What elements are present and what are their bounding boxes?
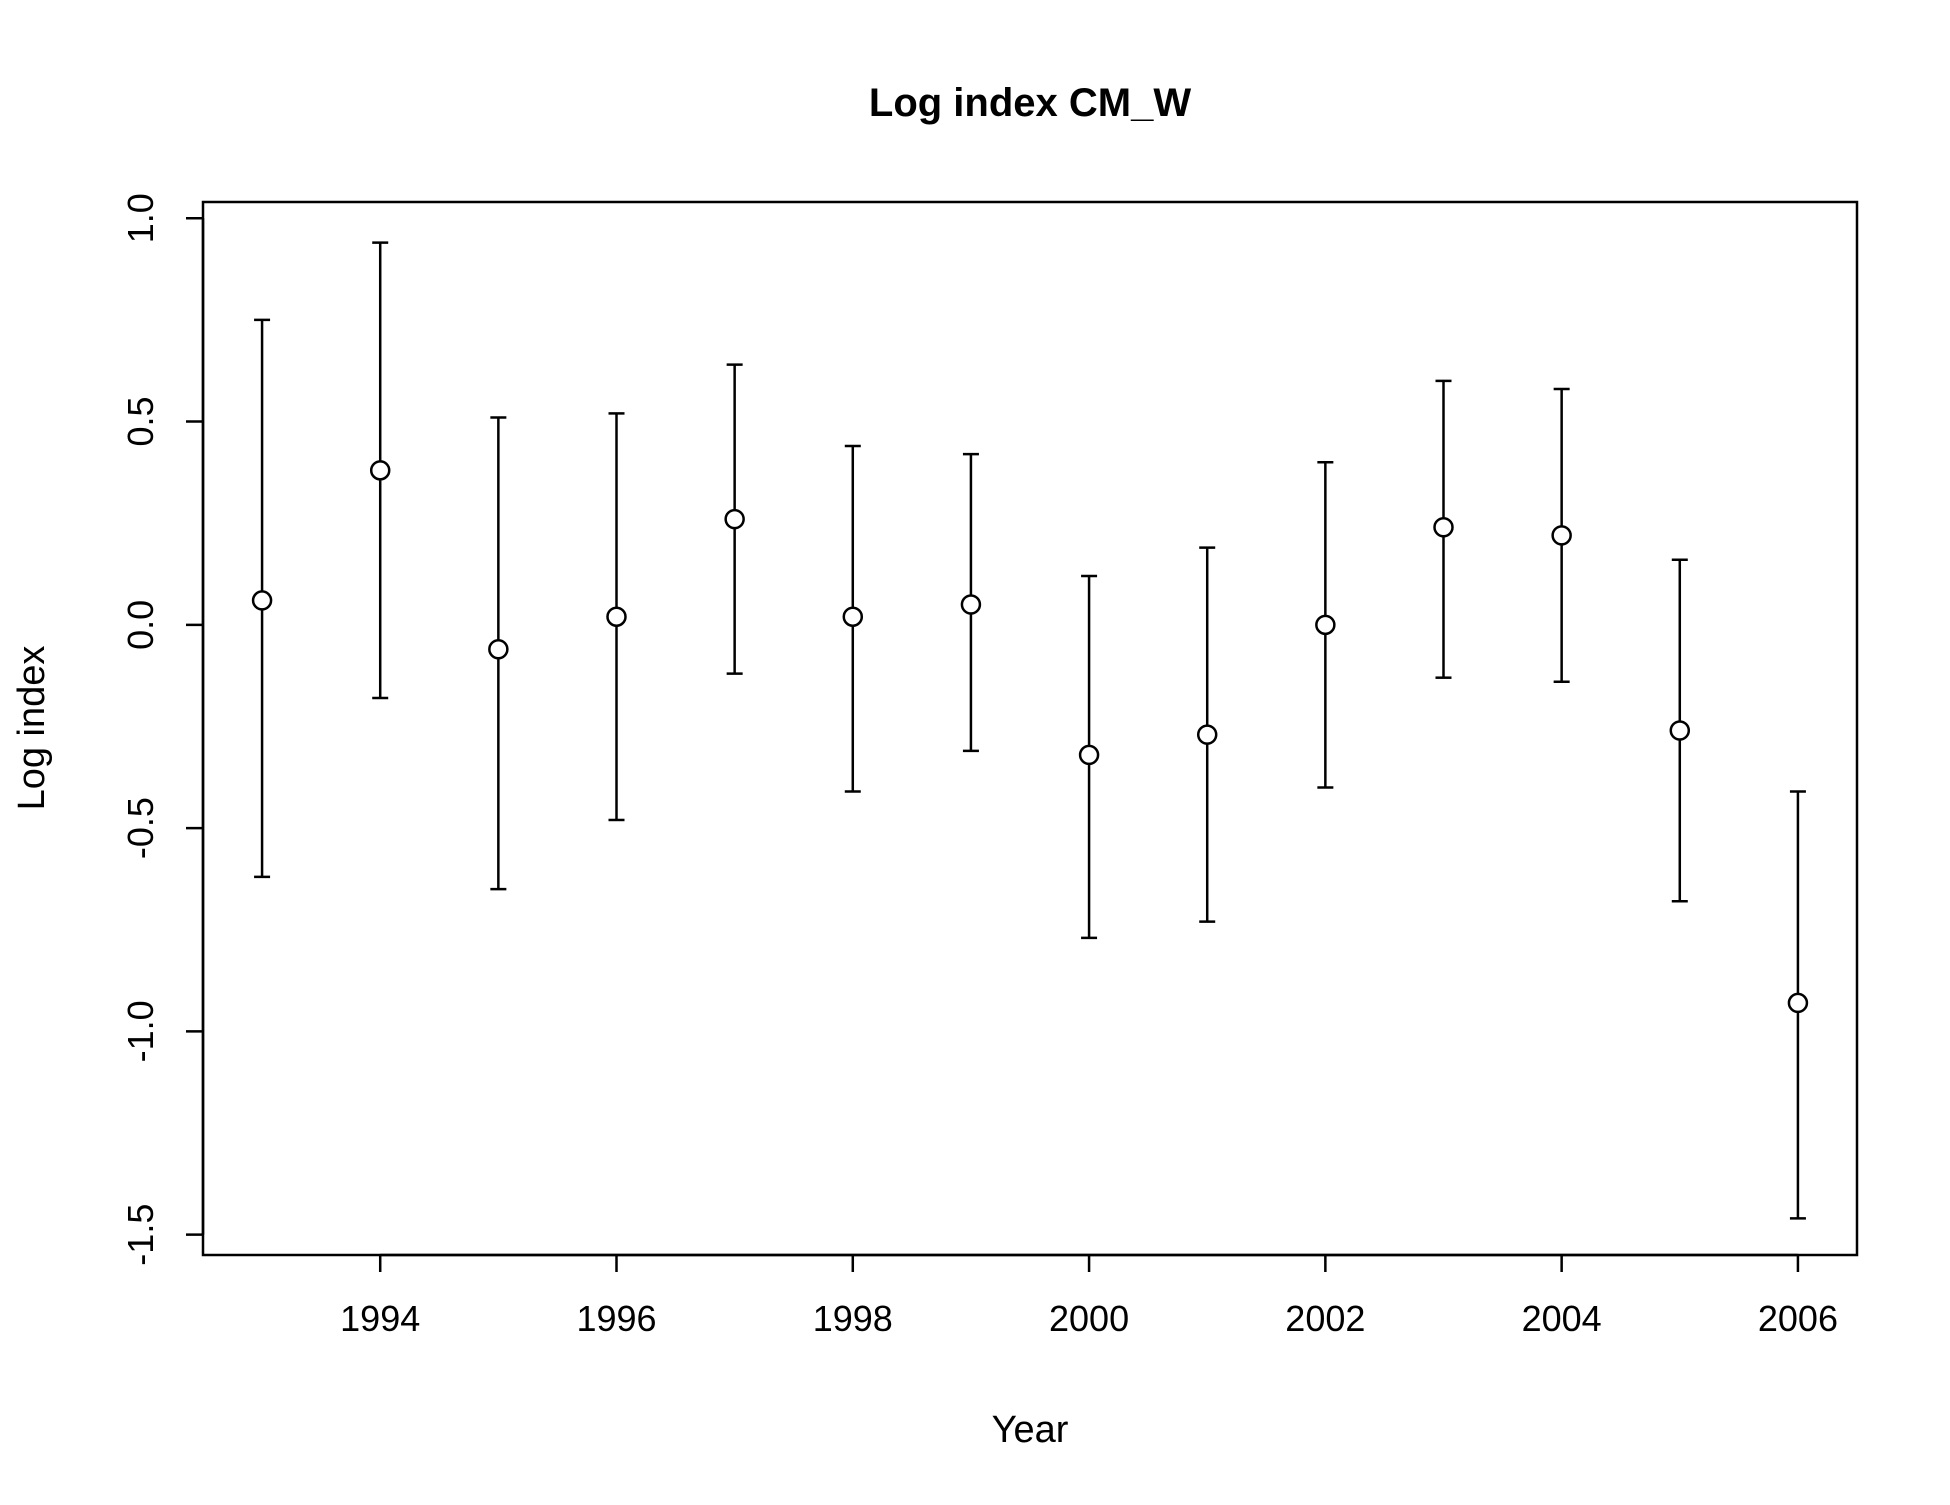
- x-tick-label: 2004: [1522, 1298, 1602, 1339]
- y-tick-label: -1.0: [120, 1000, 161, 1062]
- chart-title: Log index CM_W: [869, 81, 1191, 125]
- data-point-group: [1669, 558, 1691, 903]
- data-point-group: [724, 363, 745, 675]
- data-point: [724, 508, 745, 530]
- x-tick-label: 1996: [576, 1298, 656, 1339]
- data-point-group: [1787, 790, 1809, 1220]
- x-tick-label: 2002: [1285, 1298, 1365, 1339]
- data-point: [1196, 724, 1218, 745]
- data-point-group: [1078, 574, 1100, 940]
- y-axis: -1.5 -1.0 -0.5 0.0 0.5 1.0: [120, 193, 205, 1266]
- data-point: [251, 590, 273, 611]
- y-axis-label: Log index: [11, 646, 53, 811]
- data-point: [1315, 614, 1336, 636]
- data-point: [1787, 992, 1809, 1014]
- x-tick-label: 1998: [813, 1298, 893, 1339]
- y-tick-label: -1.5: [120, 1204, 161, 1266]
- data-point-group: [488, 416, 509, 891]
- data-point: [606, 606, 627, 627]
- data-point: [1551, 525, 1572, 546]
- x-tick-label: 2000: [1049, 1298, 1129, 1339]
- data-point: [842, 606, 864, 627]
- data-point-group: [369, 241, 391, 700]
- data-point: [960, 594, 982, 615]
- data-point: [1669, 720, 1691, 741]
- y-tick-label: 0.0: [120, 600, 161, 650]
- data-point: [1433, 517, 1454, 538]
- data-point-group: [960, 452, 982, 753]
- y-tick-label: -0.5: [120, 797, 161, 859]
- data-point-group: [1196, 546, 1218, 923]
- x-tick-label: 2006: [1758, 1298, 1838, 1339]
- data-point: [369, 460, 391, 481]
- data-point-group: [1551, 387, 1572, 683]
- data-series: [251, 241, 1809, 1220]
- x-axis-label: Year: [992, 1409, 1069, 1451]
- data-point: [488, 638, 509, 660]
- data-point-group: [1433, 379, 1454, 679]
- data-point-group: [606, 412, 627, 822]
- data-point: [1078, 744, 1100, 766]
- data-point-group: [1315, 460, 1336, 789]
- data-point-group: [251, 318, 273, 879]
- data-point-group: [842, 444, 864, 793]
- x-tick-label: 1994: [340, 1298, 420, 1339]
- y-tick-label: 0.5: [120, 397, 161, 447]
- x-axis: 1994 1996 1998 2000 2002 2004 2006: [340, 1253, 1838, 1339]
- y-tick-label: 1.0: [120, 193, 161, 243]
